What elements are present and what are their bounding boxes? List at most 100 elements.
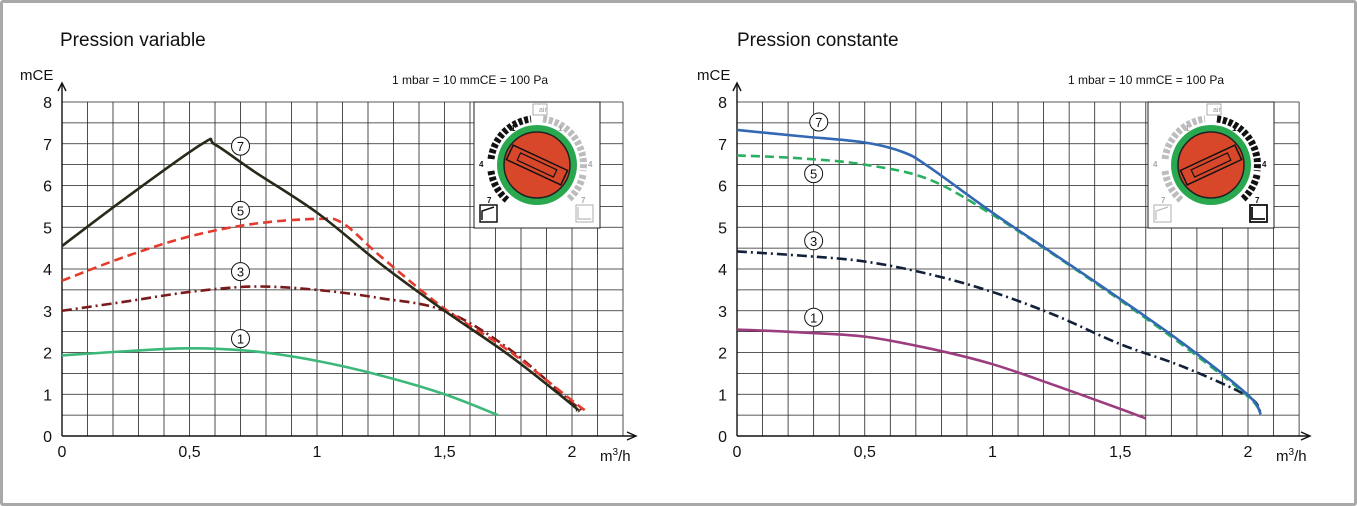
y-tick-label: 8 (718, 95, 727, 112)
y-tick-label: 1 (43, 387, 52, 404)
dial-slot-inner (1190, 152, 1232, 178)
y-tick-label: 3 (43, 304, 52, 321)
dial-mark-4-inactive: 4 (1153, 160, 1158, 169)
dial-scale-inactive (542, 115, 587, 172)
series-label-circle (231, 136, 250, 156)
dial-mark-7-inactive: 7 (581, 196, 586, 205)
dial-scale-active (487, 115, 532, 160)
y-tick-label: 4 (718, 262, 727, 279)
series-label-7: 7 (231, 136, 250, 156)
dial-scale-inactive-low (566, 174, 587, 202)
x-axis-arrow (1300, 431, 1312, 441)
y-tick-label: 6 (718, 179, 727, 196)
axes (732, 81, 1312, 441)
y-tick-label: 2 (718, 346, 727, 363)
dial-scale-inactive (1161, 115, 1206, 160)
series-label-3: 3 (804, 231, 824, 251)
dial-mark-4: 4 (1262, 160, 1267, 169)
dial-mark-4-inactive: 4 (588, 160, 593, 169)
x-tick-label: 0 (733, 444, 742, 461)
series-lines (61, 137, 586, 417)
series-line-1 (736, 328, 1147, 420)
y-tick-label: 5 (43, 220, 52, 237)
y-tick-label: 2 (43, 346, 52, 363)
series-label-text: 3 (810, 234, 817, 249)
x-axis-label: m3/h (1276, 447, 1307, 465)
y-axis-label: mCE (697, 67, 730, 84)
x-tick-label: 1,5 (1109, 444, 1131, 461)
series-line-7 (61, 137, 580, 413)
series-label-circle (231, 329, 250, 349)
x-tick-label: 1 (988, 444, 997, 461)
x-tick-label: 2 (1244, 444, 1253, 461)
series-line-5 (61, 217, 586, 412)
variable-pressure-icon (479, 204, 498, 223)
dial-mark-7-inactive: 7 (1161, 196, 1166, 205)
y-tick-label: 3 (718, 304, 727, 321)
y-axis-arrow (57, 81, 67, 92)
dial-slot-inner (516, 152, 558, 178)
air-vent-icon: air (1206, 103, 1221, 116)
series-line-3 (736, 250, 1262, 414)
air-vent-icon: air (532, 103, 547, 116)
series-label-circle (231, 200, 250, 220)
series-label-3: 3 (231, 262, 250, 282)
unit-note: 1 mbar = 10 mmCE = 100 Pa (1068, 73, 1224, 87)
constant-pressure-icon (1249, 204, 1268, 223)
y-tick-label: 1 (718, 387, 727, 404)
dial-mark-4: 4 (479, 160, 484, 169)
series-label-text: 1 (810, 310, 817, 325)
series-lines (736, 128, 1262, 420)
unit-note: 1 mbar = 10 mmCE = 100 Pa (392, 73, 548, 87)
pump-setting-dial-constant: 1 4 7 1 4 7 air (1147, 101, 1275, 229)
y-axis-label: mCE (20, 67, 53, 84)
x-tick-label: 1,5 (433, 444, 455, 461)
air-label: air (539, 107, 547, 114)
x-tick-label: 1 (313, 444, 322, 461)
tick-labels: 0 1 2 3 4 5 6 7 8 0 0,5 1 1,5 2 (718, 95, 1252, 461)
y-tick-label: 0 (43, 429, 52, 446)
series-label-text: 7 (237, 139, 244, 154)
series-label-circle (231, 262, 250, 282)
series-label-text: 3 (237, 265, 244, 280)
dial-mark-1-inactive: 1 (1185, 124, 1190, 133)
series-label-text: 5 (237, 203, 244, 218)
series-label-5: 5 (804, 164, 824, 184)
y-tick-label: 0 (718, 429, 727, 446)
series-label-circle (809, 112, 829, 132)
series-label-text: 5 (810, 167, 817, 182)
dial-scale-active-low (487, 170, 510, 203)
x-tick-label: 2 (568, 444, 577, 461)
y-tick-label: 5 (718, 220, 727, 237)
constant-pressure-icon (575, 204, 594, 223)
series-line-1 (61, 347, 499, 417)
x-tick-label: 0,5 (178, 444, 200, 461)
series-label-circle (804, 307, 824, 327)
y-axis-arrow (732, 81, 742, 92)
variable-pressure-icon (1153, 204, 1172, 223)
y-tick-label: 8 (43, 95, 52, 112)
dial-scale-active-low (1240, 174, 1261, 202)
x-axis-arrow (626, 431, 638, 441)
dial-mark-7: 7 (487, 196, 492, 205)
series-label-1: 1 (804, 307, 824, 327)
series-label-circle (804, 231, 824, 251)
y-tick-label: 6 (43, 179, 52, 196)
series-label-5: 5 (231, 200, 250, 220)
x-tick-label: 0,5 (854, 444, 876, 461)
air-label: air (1213, 107, 1221, 114)
series-label-text: 7 (815, 115, 822, 130)
dial-scale-inactive-low (1161, 170, 1184, 203)
series-labels: 1 3 5 7 (804, 112, 829, 327)
dial-scale-active (1216, 115, 1261, 172)
chart-title: Pression constante (737, 30, 899, 51)
series-label-7: 7 (809, 112, 829, 132)
axes (57, 81, 638, 441)
dial-slot (1179, 144, 1243, 186)
dial-mark-1: 1 (511, 124, 516, 133)
dial-mark-7: 7 (1255, 196, 1260, 205)
series-label-circle (804, 164, 824, 184)
chart-pression-constante: Pression constante mCE m3/h 1 mbar = 10 … (697, 30, 1312, 465)
dial-mark-1: 1 (1232, 124, 1237, 133)
